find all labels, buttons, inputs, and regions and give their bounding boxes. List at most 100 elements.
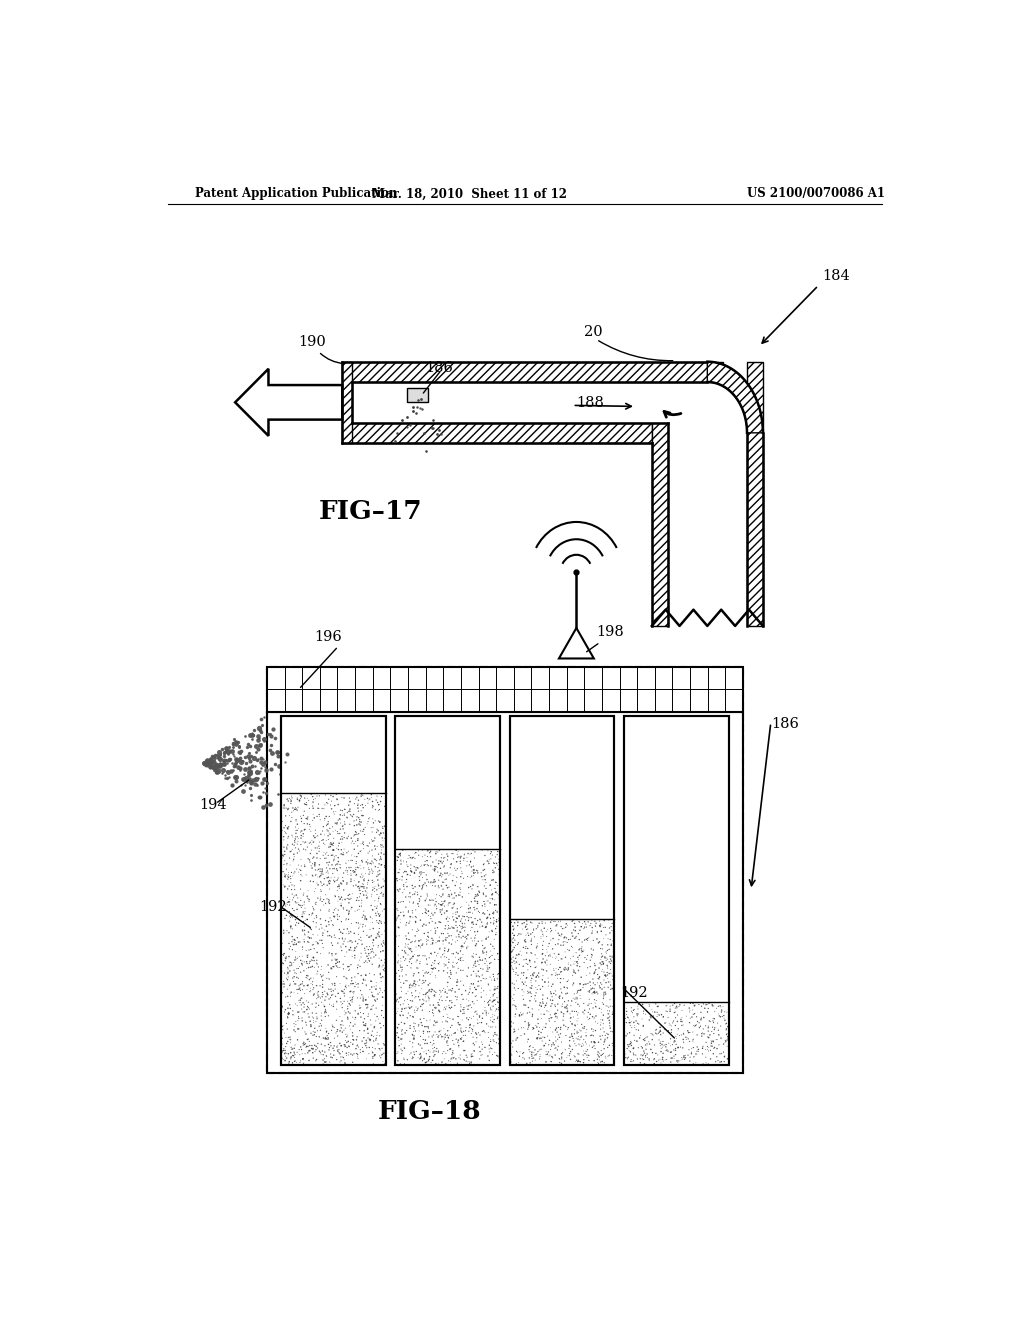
Point (391, 862, 408, 883)
Point (719, 1030, 735, 1051)
Point (692, 1015, 709, 1036)
Point (392, 1005, 409, 1026)
Point (678, 1006, 694, 1027)
Point (399, 981, 416, 1002)
Point (674, 1047, 690, 1068)
Point (681, 1039, 697, 1060)
Point (377, 855, 393, 876)
Point (321, 891, 337, 912)
Point (636, 1040, 652, 1061)
Point (290, 1010, 306, 1031)
Point (330, 870, 346, 891)
Point (714, 1006, 730, 1027)
Point (300, 921, 316, 942)
Point (571, 1019, 588, 1040)
Point (426, 985, 442, 1006)
Point (484, 859, 501, 880)
Point (321, 813, 337, 834)
Point (365, 873, 381, 894)
Point (473, 866, 489, 887)
Point (462, 851, 478, 873)
Point (461, 995, 477, 1016)
Point (289, 979, 305, 1001)
Point (338, 853, 354, 874)
Point (312, 942, 329, 964)
Point (275, 845, 292, 866)
Point (596, 969, 612, 990)
Point (466, 1035, 482, 1056)
Point (438, 1024, 455, 1045)
Point (470, 961, 486, 982)
Point (440, 995, 457, 1016)
Point (578, 913, 594, 935)
Point (511, 1005, 527, 1026)
Point (635, 1016, 651, 1038)
Point (665, 1034, 681, 1055)
Point (316, 795, 333, 816)
Point (586, 1019, 602, 1040)
Point (549, 1007, 565, 1028)
Point (505, 1012, 521, 1034)
Point (308, 892, 325, 913)
Point (554, 982, 570, 1003)
Point (297, 818, 313, 840)
Point (577, 946, 593, 968)
Point (467, 950, 483, 972)
Point (396, 950, 413, 972)
Point (434, 853, 451, 874)
Point (505, 1031, 521, 1052)
Point (522, 977, 539, 998)
Point (569, 1051, 586, 1072)
Point (522, 912, 539, 933)
Point (343, 863, 359, 884)
Point (304, 896, 321, 917)
Point (275, 972, 292, 993)
Point (426, 1036, 442, 1057)
Point (301, 818, 317, 840)
Point (628, 1010, 644, 1031)
Point (280, 1007, 296, 1028)
Point (315, 937, 332, 958)
Point (505, 916, 521, 937)
Point (471, 1048, 487, 1069)
Point (481, 904, 498, 925)
Point (484, 1003, 501, 1024)
Point (713, 1027, 729, 1048)
Point (538, 1052, 554, 1073)
Point (630, 1012, 646, 1034)
Point (524, 1019, 541, 1040)
Point (452, 1014, 468, 1035)
Point (419, 933, 435, 954)
Point (297, 1043, 313, 1064)
Point (289, 958, 305, 979)
Point (369, 884, 385, 906)
Point (487, 1001, 504, 1022)
Point (407, 931, 423, 952)
Point (279, 968, 295, 989)
Point (586, 981, 602, 1002)
Point (557, 957, 573, 978)
Point (462, 1015, 478, 1036)
Point (477, 865, 494, 886)
Point (287, 1051, 303, 1072)
Point (483, 1038, 500, 1059)
Point (278, 867, 294, 888)
Point (345, 1015, 361, 1036)
Point (443, 997, 460, 1018)
Point (294, 1048, 310, 1069)
Point (342, 937, 358, 958)
Point (595, 1018, 611, 1039)
Point (333, 829, 349, 850)
Point (332, 818, 348, 840)
Point (538, 1032, 554, 1053)
Point (554, 1052, 570, 1073)
Point (375, 986, 391, 1007)
Point (401, 977, 418, 998)
Point (407, 847, 423, 869)
Point (511, 1052, 527, 1073)
Point (628, 1019, 644, 1040)
Point (273, 1034, 290, 1055)
Point (406, 973, 422, 994)
Point (451, 1006, 467, 1027)
Point (278, 1036, 294, 1057)
